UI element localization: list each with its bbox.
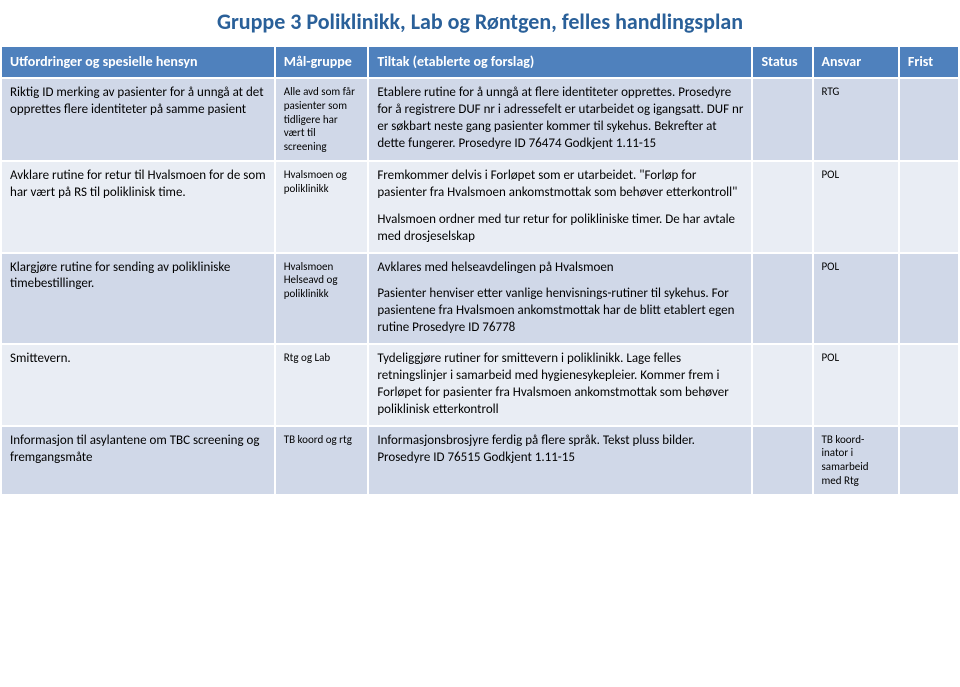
cell-utfordringer: Klargjøre rutine for sending av poliklin… bbox=[1, 253, 275, 345]
cell-tiltak: Etablere rutine for å unngå at flere ide… bbox=[368, 78, 752, 161]
cell-malgruppe: Rtg og Lab bbox=[275, 344, 369, 426]
header-utfordringer: Utfordringer og spesielle hensyn bbox=[1, 46, 275, 78]
cell-utfordringer: Smittevern. bbox=[1, 344, 275, 426]
cell-tiltak: Informasjonsbrosjyre ferdig på flere spr… bbox=[368, 426, 752, 495]
cell-malgruppe: Alle avd som får pasienter som tidligere… bbox=[275, 78, 369, 161]
action-plan-table: Utfordringer og spesielle hensyn Mål-gru… bbox=[0, 45, 960, 496]
table-row: Smittevern. Rtg og Lab Tydeliggjøre ruti… bbox=[1, 344, 959, 426]
tiltak-paragraph: Hvalsmoen ordner med tur retur for polik… bbox=[377, 212, 743, 246]
cell-status bbox=[752, 344, 812, 426]
tiltak-paragraph: Avklares med helseavdelingen på Hvalsmoe… bbox=[377, 260, 743, 277]
cell-tiltak: Avklares med helseavdelingen på Hvalsmoe… bbox=[368, 253, 752, 345]
cell-ansvar: POL bbox=[813, 344, 899, 426]
cell-malgruppe: Hvalsmoen Helseavd og poliklinikk bbox=[275, 253, 369, 345]
cell-status bbox=[752, 161, 812, 253]
cell-status bbox=[752, 426, 812, 495]
cell-ansvar: TB koord-inator i samarbeid med Rtg bbox=[813, 426, 899, 495]
cell-status bbox=[752, 78, 812, 161]
cell-malgruppe: Hvalsmoen og poliklinikk bbox=[275, 161, 369, 253]
table-header-row: Utfordringer og spesielle hensyn Mål-gru… bbox=[1, 46, 959, 78]
header-frist: Frist bbox=[899, 46, 959, 78]
cell-frist bbox=[899, 161, 959, 253]
cell-utfordringer: Avklare rutine for retur til Hvalsmoen f… bbox=[1, 161, 275, 253]
page-title: Gruppe 3 Poliklinikk, Lab og Røntgen, fe… bbox=[0, 0, 960, 45]
cell-status bbox=[752, 253, 812, 345]
tiltak-paragraph: Pasienter henviser etter vanlige henvisn… bbox=[377, 286, 743, 337]
header-status: Status bbox=[752, 46, 812, 78]
cell-tiltak: Tydeliggjøre rutiner for smittevern i po… bbox=[368, 344, 752, 426]
table-row: Informasjon til asylantene om TBC screen… bbox=[1, 426, 959, 495]
cell-ansvar: POL bbox=[813, 161, 899, 253]
table-row: Klargjøre rutine for sending av poliklin… bbox=[1, 253, 959, 345]
header-malgruppe: Mål-gruppe bbox=[275, 46, 369, 78]
header-tiltak: Tiltak (etablerte og forslag) bbox=[368, 46, 752, 78]
cell-malgruppe: TB koord og rtg bbox=[275, 426, 369, 495]
cell-utfordringer: Informasjon til asylantene om TBC screen… bbox=[1, 426, 275, 495]
header-ansvar: Ansvar bbox=[813, 46, 899, 78]
cell-ansvar: POL bbox=[813, 253, 899, 345]
cell-frist bbox=[899, 426, 959, 495]
cell-ansvar: RTG bbox=[813, 78, 899, 161]
table-row: Avklare rutine for retur til Hvalsmoen f… bbox=[1, 161, 959, 253]
cell-frist bbox=[899, 78, 959, 161]
tiltak-paragraph: Fremkommer delvis i Forløpet som er utar… bbox=[377, 168, 743, 202]
table-row: Riktig ID merking av pasienter for å unn… bbox=[1, 78, 959, 161]
cell-tiltak: Fremkommer delvis i Forløpet som er utar… bbox=[368, 161, 752, 253]
cell-frist bbox=[899, 253, 959, 345]
cell-utfordringer: Riktig ID merking av pasienter for å unn… bbox=[1, 78, 275, 161]
cell-frist bbox=[899, 344, 959, 426]
